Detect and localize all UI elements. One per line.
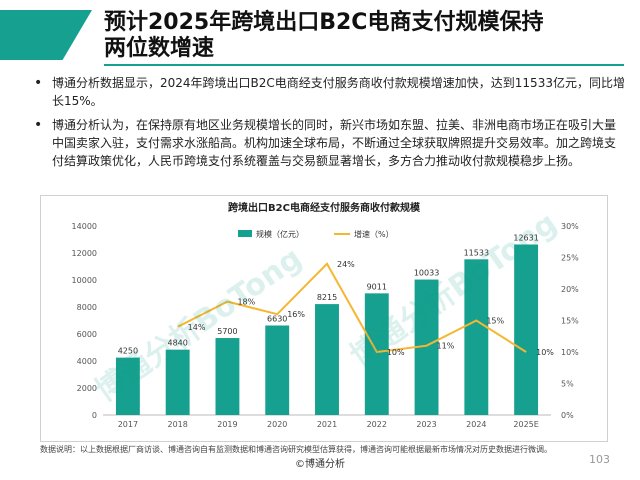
- x-axis-tick-label: 2021: [317, 420, 337, 429]
- chart-container: 跨境出口B2C电商经支付服务商收付款规模规模（亿元） 增速（%） 0 2000 4000…: [40, 195, 608, 442]
- bar-value-label: 11533: [464, 248, 489, 257]
- page-title: 预计2025年跨境出口B2C电商支付规模保持 两位数增速: [104, 10, 624, 62]
- bar: [265, 325, 290, 415]
- left-axis-tick-label: 12000: [72, 249, 97, 258]
- bar-value-label: 4250: [118, 347, 138, 356]
- title-divider: [104, 64, 624, 66]
- bullet-text-1: 博通分析数据显示，2024年跨境出口B2C电商经支付服务商收付款规模增速加快，达…: [52, 76, 625, 108]
- x-axis-tick-label: 2018: [167, 420, 187, 429]
- left-axis-tick-label: 8000: [77, 303, 97, 312]
- legend-line-label: 增速（%）: [354, 229, 394, 239]
- page-number: 103: [589, 453, 610, 466]
- header-accent-shape: [0, 10, 92, 60]
- legend-bar-swatch: [238, 230, 252, 237]
- line-value-label: 10%: [387, 348, 405, 357]
- right-axis-tick-label: 5%: [561, 380, 574, 389]
- copyright-text: ©博通分析: [295, 459, 345, 470]
- page-title-line-1: 预计2025年跨境出口B2C电商支付规模保持: [104, 10, 544, 35]
- bar: [215, 338, 240, 415]
- data-footnote: 数据说明：以上数据根据厂商访谈、博通咨询自有监测数据和博通咨询研究模型估算获得，…: [40, 445, 552, 454]
- bar: [115, 357, 140, 415]
- line-value-label: 10%: [536, 348, 554, 357]
- bar-value-label: 12631: [513, 233, 538, 242]
- bullet-dot-icon: •: [34, 117, 43, 133]
- bar: [364, 293, 389, 415]
- bullet-item-1: • 博通分析数据显示，2024年跨境出口B2C电商经支付服务商收付款规模增速加快…: [30, 74, 626, 110]
- bar-value-label: 9011: [367, 282, 387, 291]
- bullet-dot-icon: •: [34, 75, 43, 91]
- line-value-label: 24%: [337, 260, 355, 269]
- bar: [464, 259, 489, 415]
- left-axis-tick-label: 14000: [72, 222, 97, 231]
- bar: [514, 244, 539, 415]
- line-value-label: 18%: [237, 298, 255, 307]
- growth-line: [177, 262, 527, 354]
- left-axis-tick-label: 10000: [72, 276, 97, 285]
- x-axis-tick-label: 2022: [367, 420, 387, 429]
- right-axis-tick-label: 15%: [561, 317, 579, 326]
- bar-value-label: 6630: [267, 314, 287, 323]
- page-title-line-2: 两位数增速: [104, 36, 215, 61]
- x-axis-tick-label: 2025E: [513, 420, 538, 429]
- bar: [414, 279, 439, 415]
- line-value-label: 11%: [437, 342, 455, 351]
- bar-value-label: 4840: [167, 339, 187, 348]
- right-axis-tick-label: 25%: [561, 254, 579, 263]
- line-value-label: 15%: [486, 317, 504, 326]
- x-axis-tick-label: 2020: [267, 420, 287, 429]
- bar: [315, 304, 339, 415]
- right-axis-tick-label: 0%: [561, 411, 574, 420]
- line-value-label: 14%: [188, 323, 206, 332]
- chart-title: 跨境出口B2C电商经支付服务商收付款规模: [228, 201, 421, 214]
- left-axis-tick-label: 2000: [77, 384, 97, 393]
- x-axis-tick-label: 2024: [466, 420, 486, 429]
- line-value-label: 16%: [287, 310, 305, 319]
- bullet-list: • 博通分析数据显示，2024年跨境出口B2C电商经支付服务商收付款规模增速加快…: [30, 74, 626, 176]
- bar: [165, 349, 190, 415]
- bar-value-label: 8215: [317, 293, 337, 302]
- right-axis-tick-label: 30%: [561, 222, 579, 231]
- x-axis-tick-label: 2019: [217, 420, 237, 429]
- right-axis-tick-label: 10%: [561, 348, 579, 357]
- bullet-text-2: 博通分析认为，在保持原有地区业务规模增长的同时，新兴市场如东盟、拉美、非洲电商市…: [52, 118, 617, 168]
- left-axis-tick-label: 4000: [77, 357, 97, 366]
- bar-value-label: 5700: [217, 327, 237, 336]
- legend-bar-label: 规模（亿元）: [256, 229, 304, 239]
- bar-value-label: 10033: [414, 269, 439, 278]
- left-axis-tick-label: 0: [92, 411, 97, 420]
- x-axis-tick-label: 2017: [118, 420, 138, 429]
- x-axis-tick-label: 2023: [416, 420, 436, 429]
- left-axis-tick-label: 6000: [77, 330, 97, 339]
- right-axis-tick-label: 20%: [561, 285, 579, 294]
- bullet-item-2: • 博通分析认为，在保持原有地区业务规模增长的同时，新兴市场如东盟、拉美、非洲电…: [30, 116, 626, 170]
